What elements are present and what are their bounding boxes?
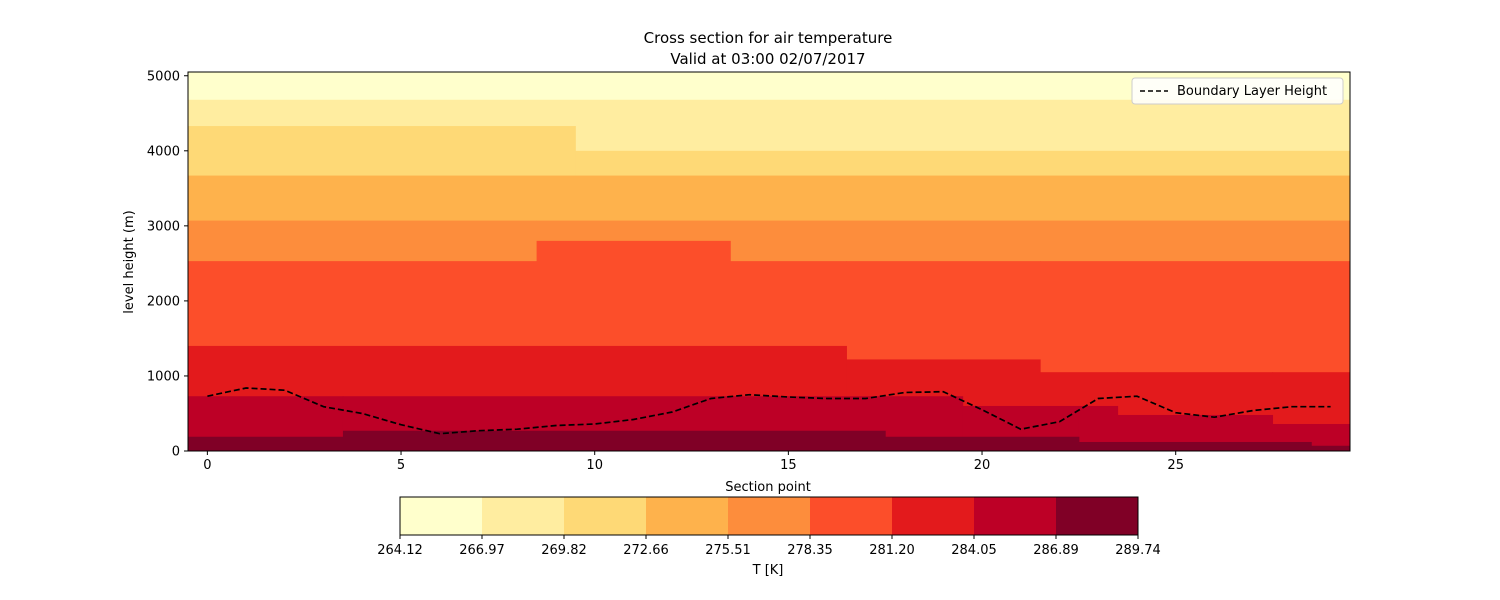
heatmap-band bbox=[730, 220, 1351, 262]
heatmap-band bbox=[342, 430, 886, 452]
boundary-layer-series bbox=[207, 387, 1331, 435]
colorbar-segment bbox=[564, 497, 647, 535]
colorbar-segment bbox=[646, 497, 729, 535]
chart-subtitle: Valid at 03:00 02/07/2017 bbox=[670, 50, 865, 68]
heatmap-band bbox=[1117, 414, 1274, 443]
y-tick-label: 2000 bbox=[147, 294, 180, 309]
boundary-layer-line bbox=[207, 387, 1331, 435]
heatmap-band bbox=[188, 345, 847, 397]
colorbar-tick-label: 278.35 bbox=[787, 543, 833, 558]
heatmap-band bbox=[962, 359, 1041, 407]
colorbar-frame bbox=[399, 496, 1139, 536]
colorbar-tick-label: 266.97 bbox=[459, 543, 505, 558]
colorbar-tick-label: 269.82 bbox=[541, 543, 587, 558]
heatmap-band bbox=[962, 405, 1080, 438]
x-tick-label: 10 bbox=[586, 458, 603, 473]
legend: Boundary Layer Height bbox=[1131, 77, 1344, 105]
x-tick-label: 5 bbox=[397, 458, 405, 473]
heatmap-band bbox=[342, 396, 886, 432]
x-axis-title: Section point bbox=[725, 480, 811, 495]
heatmap-band bbox=[188, 396, 344, 438]
heatmap-band bbox=[1078, 405, 1119, 443]
heatmap-band bbox=[188, 436, 344, 452]
heatmap-band bbox=[188, 175, 1351, 222]
heatmap-band bbox=[188, 99, 886, 127]
chart-title: Cross section for air temperature bbox=[644, 29, 893, 47]
x-tick-label: 25 bbox=[1167, 458, 1184, 473]
colorbar-tick-label: 275.51 bbox=[705, 543, 751, 558]
heatmap-band bbox=[1311, 423, 1351, 447]
heatmap-band bbox=[536, 240, 731, 347]
colorbar-segment bbox=[1056, 497, 1139, 535]
colorbar-segment bbox=[974, 497, 1057, 535]
heatmap-band bbox=[1311, 445, 1351, 452]
heatmap-band bbox=[188, 220, 538, 262]
heatmap-band bbox=[575, 150, 1351, 177]
heatmap-band bbox=[885, 436, 1080, 452]
y-tick-label: 1000 bbox=[147, 369, 180, 384]
colorbar-segment bbox=[400, 497, 483, 535]
heatmap-band bbox=[846, 359, 964, 397]
heatmap-band bbox=[188, 261, 538, 347]
x-axis-ticks: 0 5 10 15 20 25 bbox=[203, 451, 1184, 473]
x-tick-label: 0 bbox=[203, 458, 211, 473]
heatmap-cells bbox=[188, 72, 1351, 452]
colorbar-tick-label: 284.05 bbox=[951, 543, 997, 558]
colorbar-segment bbox=[810, 497, 893, 535]
heatmap-band bbox=[1272, 423, 1312, 443]
y-tick-label: 0 bbox=[172, 445, 180, 460]
heatmap-band bbox=[188, 126, 576, 177]
heatmap-band bbox=[730, 261, 847, 347]
heatmap-band bbox=[1078, 441, 1312, 452]
legend-box bbox=[1131, 77, 1344, 105]
heatmap-band bbox=[1272, 372, 1351, 425]
colorbar-label: T [K] bbox=[752, 563, 784, 578]
colorbar-tick-label: 272.66 bbox=[623, 543, 669, 558]
colorbar-segment bbox=[482, 497, 565, 535]
heatmap-band bbox=[188, 72, 886, 101]
colorbar-tick-label: 289.74 bbox=[1115, 543, 1161, 558]
heatmap-band bbox=[536, 220, 731, 242]
heatmap-band bbox=[1040, 372, 1119, 407]
y-tick-label: 3000 bbox=[147, 219, 180, 234]
legend-entry-boundary-layer-height: Boundary Layer Height bbox=[1177, 84, 1327, 99]
y-axis-ticks: 0 1000 2000 3000 4000 5000 bbox=[147, 69, 188, 460]
heatmap-band bbox=[885, 396, 964, 438]
heatmap-band bbox=[1040, 261, 1351, 373]
heatmap-band bbox=[885, 72, 1080, 101]
heatmap-band bbox=[885, 99, 1351, 152]
y-tick-label: 5000 bbox=[147, 69, 180, 84]
x-tick-label: 15 bbox=[780, 458, 797, 473]
colorbar-tick-label: 281.20 bbox=[869, 543, 915, 558]
heatmap-band bbox=[575, 126, 886, 152]
colorbar-tick-label: 264.12 bbox=[377, 543, 423, 558]
colorbar-segment bbox=[728, 497, 811, 535]
colorbar-segment bbox=[892, 497, 975, 535]
x-tick-label: 20 bbox=[974, 458, 991, 473]
heatmap-band bbox=[846, 261, 1041, 360]
plot-frame bbox=[187, 71, 1351, 452]
colorbar-tick-label: 286.89 bbox=[1033, 543, 1079, 558]
colorbar: 264.12 266.97 269.82 272.66 275.51 278.35 281.… bbox=[377, 496, 1161, 558]
y-tick-label: 4000 bbox=[147, 144, 180, 159]
y-axis-title: level height (m) bbox=[122, 210, 137, 313]
heatmap-band bbox=[1117, 372, 1274, 416]
